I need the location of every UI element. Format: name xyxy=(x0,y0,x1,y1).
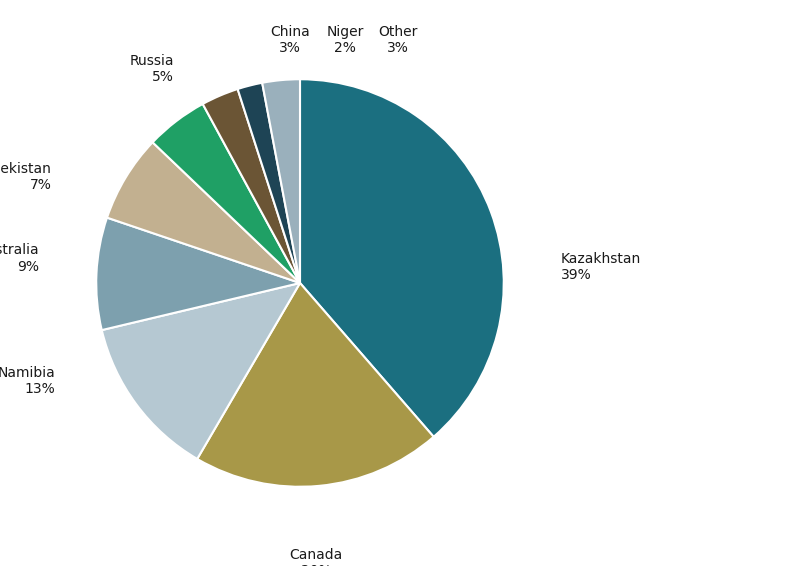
Wedge shape xyxy=(300,79,504,437)
Wedge shape xyxy=(102,283,300,459)
Wedge shape xyxy=(153,104,300,283)
Wedge shape xyxy=(96,218,300,330)
Text: Niger
2%: Niger 2% xyxy=(326,24,363,55)
Wedge shape xyxy=(262,79,300,283)
Text: Australia
9%: Australia 9% xyxy=(0,243,39,273)
Wedge shape xyxy=(202,89,300,283)
Text: Canada
20%: Canada 20% xyxy=(290,548,343,566)
Text: Namibia
13%: Namibia 13% xyxy=(0,366,55,396)
Text: Kazakhstan
39%: Kazakhstan 39% xyxy=(561,252,641,282)
Wedge shape xyxy=(107,142,300,283)
Text: Other
3%: Other 3% xyxy=(378,24,418,55)
Wedge shape xyxy=(198,283,434,487)
Text: Uzbekistan
7%: Uzbekistan 7% xyxy=(0,162,51,192)
Text: Russia
5%: Russia 5% xyxy=(129,54,174,84)
Text: China
3%: China 3% xyxy=(270,24,310,55)
Wedge shape xyxy=(238,83,300,283)
